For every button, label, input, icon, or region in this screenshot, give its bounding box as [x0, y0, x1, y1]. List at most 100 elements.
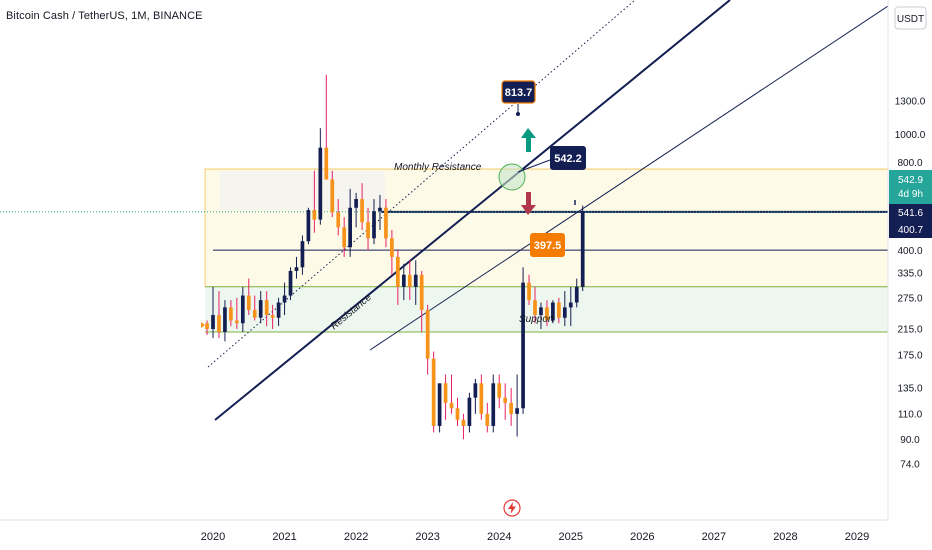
price-tick-label: 90.0 — [900, 435, 920, 446]
candle[interactable] — [318, 128, 323, 225]
candle[interactable] — [419, 270, 424, 332]
candle[interactable] — [342, 217, 347, 257]
candle[interactable] — [229, 300, 233, 327]
candle-body — [229, 307, 233, 321]
level-a-value: 541.6 — [898, 208, 923, 219]
candle[interactable] — [217, 291, 221, 339]
candle[interactable] — [372, 199, 376, 245]
candle[interactable] — [425, 304, 430, 375]
candle[interactable] — [515, 374, 519, 437]
price-axis[interactable]: 74.0 90.0 110.0 135.0 175.0 215.0 275.0 335.0 40… — [887, 0, 926, 520]
level-a-tag[interactable] — [889, 204, 932, 221]
time-axis[interactable]: 2020 2021 2022 2023 2024 2025 2026 2027 2028 2029 — [0, 519, 888, 543]
candle[interactable] — [282, 282, 287, 316]
candle[interactable] — [270, 304, 275, 329]
lower-trendline[interactable] — [369, 5, 888, 351]
candle[interactable] — [479, 374, 484, 420]
candle[interactable] — [443, 374, 448, 420]
candle[interactable] — [205, 320, 209, 336]
candle[interactable] — [348, 188, 352, 257]
resistance-callout[interactable] — [550, 146, 586, 170]
candle-body — [211, 315, 215, 329]
candle[interactable] — [294, 256, 299, 279]
candle[interactable] — [288, 267, 293, 301]
candle-body — [431, 358, 436, 426]
candle[interactable] — [390, 229, 394, 275]
candle[interactable] — [312, 170, 317, 233]
candle[interactable] — [264, 291, 269, 327]
last-price-tag[interactable] — [889, 170, 932, 204]
candle[interactable] — [252, 295, 257, 321]
target-up-callout[interactable] — [501, 80, 536, 104]
candle[interactable] — [306, 207, 311, 245]
candle[interactable] — [473, 378, 478, 414]
candle[interactable] — [449, 374, 454, 414]
candle[interactable] — [407, 260, 412, 301]
candle[interactable] — [384, 199, 388, 248]
candle[interactable] — [246, 278, 251, 316]
candle[interactable] — [485, 402, 490, 433]
candle[interactable] — [562, 291, 567, 327]
candle[interactable] — [223, 300, 227, 342]
candle-body — [473, 383, 478, 398]
candle-body — [294, 267, 299, 271]
candle[interactable] — [401, 263, 406, 301]
candle-body — [306, 210, 311, 242]
candle-body — [491, 383, 496, 426]
candle[interactable] — [413, 260, 418, 305]
candle[interactable] — [527, 274, 531, 305]
candle[interactable] — [545, 300, 549, 327]
candle[interactable] — [580, 205, 585, 292]
dotted-trendline[interactable] — [207, 0, 636, 368]
time-tick-label: 2024 — [487, 531, 511, 543]
candle[interactable] — [533, 286, 537, 324]
lightning-icon[interactable] — [503, 499, 521, 517]
candle[interactable] — [324, 74, 329, 180]
candle[interactable] — [568, 286, 573, 327]
candle[interactable] — [557, 297, 561, 324]
candle[interactable] — [378, 194, 382, 230]
candle[interactable] — [258, 291, 263, 324]
main-trendline[interactable] — [214, 0, 731, 421]
candle[interactable] — [396, 250, 400, 305]
price-tick-label: 215.0 — [897, 325, 922, 336]
target-down-callout[interactable] — [530, 233, 565, 257]
candle[interactable] — [467, 392, 472, 433]
candle[interactable] — [431, 351, 436, 433]
candle-body — [515, 408, 519, 414]
candle-body — [366, 222, 370, 239]
candle[interactable] — [354, 192, 358, 228]
candle[interactable] — [521, 267, 525, 414]
candle[interactable] — [455, 397, 460, 426]
candle[interactable] — [235, 297, 239, 329]
candle[interactable] — [497, 374, 502, 409]
candle-body — [557, 302, 561, 318]
candle[interactable] — [240, 286, 245, 332]
left-marker-icon — [201, 322, 205, 328]
last-price-value: 542.9 — [898, 175, 923, 186]
candle[interactable] — [461, 413, 466, 440]
candle[interactable] — [491, 374, 496, 433]
candle[interactable] — [437, 383, 442, 433]
candle[interactable] — [336, 199, 341, 236]
candle[interactable] — [539, 302, 543, 329]
candle[interactable] — [366, 207, 370, 251]
currency-button[interactable] — [894, 6, 927, 30]
candle[interactable] — [503, 383, 508, 420]
level-b-tag[interactable] — [889, 221, 932, 238]
candle-body — [521, 282, 525, 409]
candle[interactable] — [300, 235, 305, 275]
candle[interactable] — [551, 300, 555, 324]
candle-body — [270, 315, 275, 318]
candle[interactable] — [211, 286, 215, 339]
candle-body — [574, 286, 579, 303]
candle-body — [354, 199, 358, 208]
candle[interactable] — [574, 278, 579, 308]
support-label: Support — [519, 314, 555, 325]
candle[interactable] — [360, 183, 364, 230]
target-up-dot — [516, 112, 520, 116]
candle[interactable] — [276, 297, 281, 327]
candle[interactable] — [330, 170, 335, 218]
candle[interactable] — [509, 387, 513, 426]
